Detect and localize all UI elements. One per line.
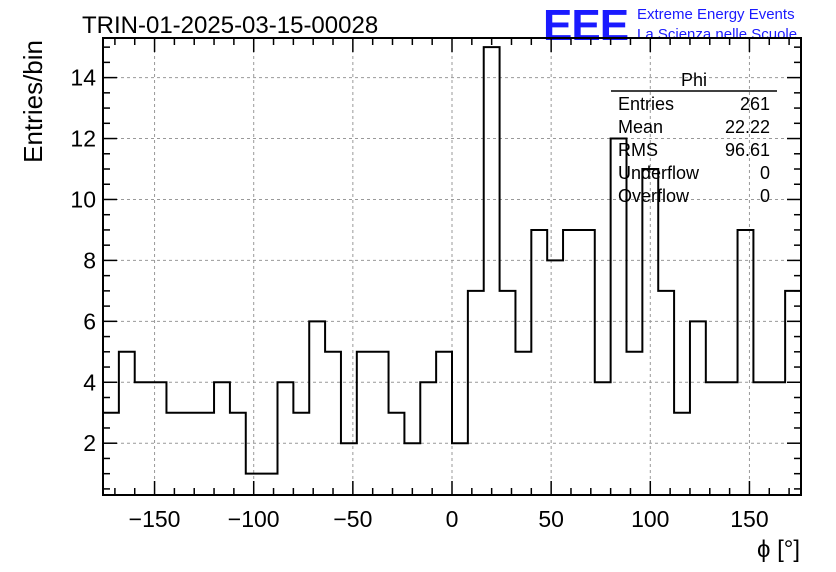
histogram-bin: [325, 352, 341, 495]
stats-box: Phi Entries 261 Mean 22.22 RMS 96.61 Underflow…: [611, 70, 777, 206]
histogram-bin: [119, 352, 135, 495]
y-tick-label: 4: [83, 369, 96, 395]
histogram-bin: [230, 413, 246, 495]
histogram-bin: [690, 321, 706, 495]
histogram-bin: [293, 413, 309, 495]
histogram-bin: [722, 382, 738, 495]
histogram-bin: [595, 382, 611, 495]
histogram-bin: [151, 382, 167, 495]
histogram-bin: [420, 382, 436, 495]
histogram-bin: [182, 413, 198, 495]
histogram-bin: [357, 352, 373, 495]
histogram-bin: [436, 352, 452, 495]
x-axis: −150 −100 −50 0 50 100 150: [114, 38, 790, 532]
x-tick-label: 0: [446, 506, 459, 532]
brand-line-1: Extreme Energy Events: [637, 6, 795, 23]
stats-row-value: 0: [760, 186, 770, 206]
x-tick-label: 100: [631, 506, 669, 532]
x-tick-label: −150: [129, 506, 181, 532]
histogram-bin: [262, 474, 278, 495]
x-tick-label: −100: [228, 506, 280, 532]
stats-row-value: 261: [740, 94, 770, 114]
histogram-bin: [627, 352, 643, 495]
stats-row-label: Entries: [618, 94, 674, 114]
stats-row-value: 96.61: [725, 140, 770, 160]
histogram-outline: [103, 46, 801, 475]
histogram-bin: [484, 47, 500, 495]
y-tick-label: 8: [83, 247, 96, 273]
stats-box-name: Phi: [681, 70, 707, 90]
x-tick-label: −50: [333, 506, 372, 532]
histogram-bin: [674, 413, 690, 495]
brand-line-2: La Scienza nelle Scuole: [637, 26, 797, 43]
y-axis: 2 4 6 8 10 12 14: [70, 46, 801, 490]
histogram-bin: [515, 352, 531, 495]
stats-row-value: 0: [760, 163, 770, 183]
histogram-bin: [753, 382, 769, 495]
histogram-bin: [278, 382, 294, 495]
x-tick-label: 50: [538, 506, 564, 532]
histogram-bin: [198, 413, 214, 495]
y-tick-label: 14: [70, 65, 96, 91]
histogram-bin: [563, 230, 579, 495]
histogram-bin: [658, 291, 674, 495]
histogram-bin: [373, 352, 389, 495]
histogram-bin: [404, 443, 420, 495]
histogram-bin: [135, 382, 151, 495]
stats-row-value: 22.22: [725, 117, 770, 137]
x-tick-label: 150: [730, 506, 768, 532]
histogram-bin: [452, 443, 468, 495]
histogram-bin: [706, 382, 722, 495]
histogram-title: TRIN-01-2025-03-15-00028: [82, 12, 378, 39]
y-tick-label: 10: [70, 186, 96, 212]
histogram-bin: [579, 230, 595, 495]
histogram-bin: [547, 260, 563, 495]
y-tick-label: 6: [83, 308, 96, 334]
stats-row-label: Mean: [618, 117, 663, 137]
stats-rows: Entries 261 Mean 22.22 RMS 96.61 Underflow 0 Ove…: [618, 94, 770, 206]
y-tick-label: 12: [70, 126, 96, 152]
histogram-bin: [166, 413, 182, 495]
grid-lines: [103, 38, 801, 495]
x-axis-label: ϕ [°]: [757, 536, 800, 563]
stats-row-label: Underflow: [618, 163, 700, 183]
eee-logo-mark: EEE: [543, 1, 628, 50]
histogram-bin: [309, 321, 325, 495]
histogram-bin: [103, 413, 119, 495]
stats-row-label: RMS: [618, 140, 658, 160]
histogram-bin: [214, 382, 230, 495]
histogram-bin: [341, 443, 357, 495]
y-axis-label: Entries/bin: [18, 40, 48, 163]
histogram-bin: [769, 382, 785, 495]
stats-row-label: Overflow: [618, 186, 690, 206]
histogram-bin: [738, 230, 754, 495]
histogram-bin: [531, 230, 547, 495]
y-tick-label: 2: [83, 430, 96, 456]
histogram-bin: [389, 413, 405, 495]
